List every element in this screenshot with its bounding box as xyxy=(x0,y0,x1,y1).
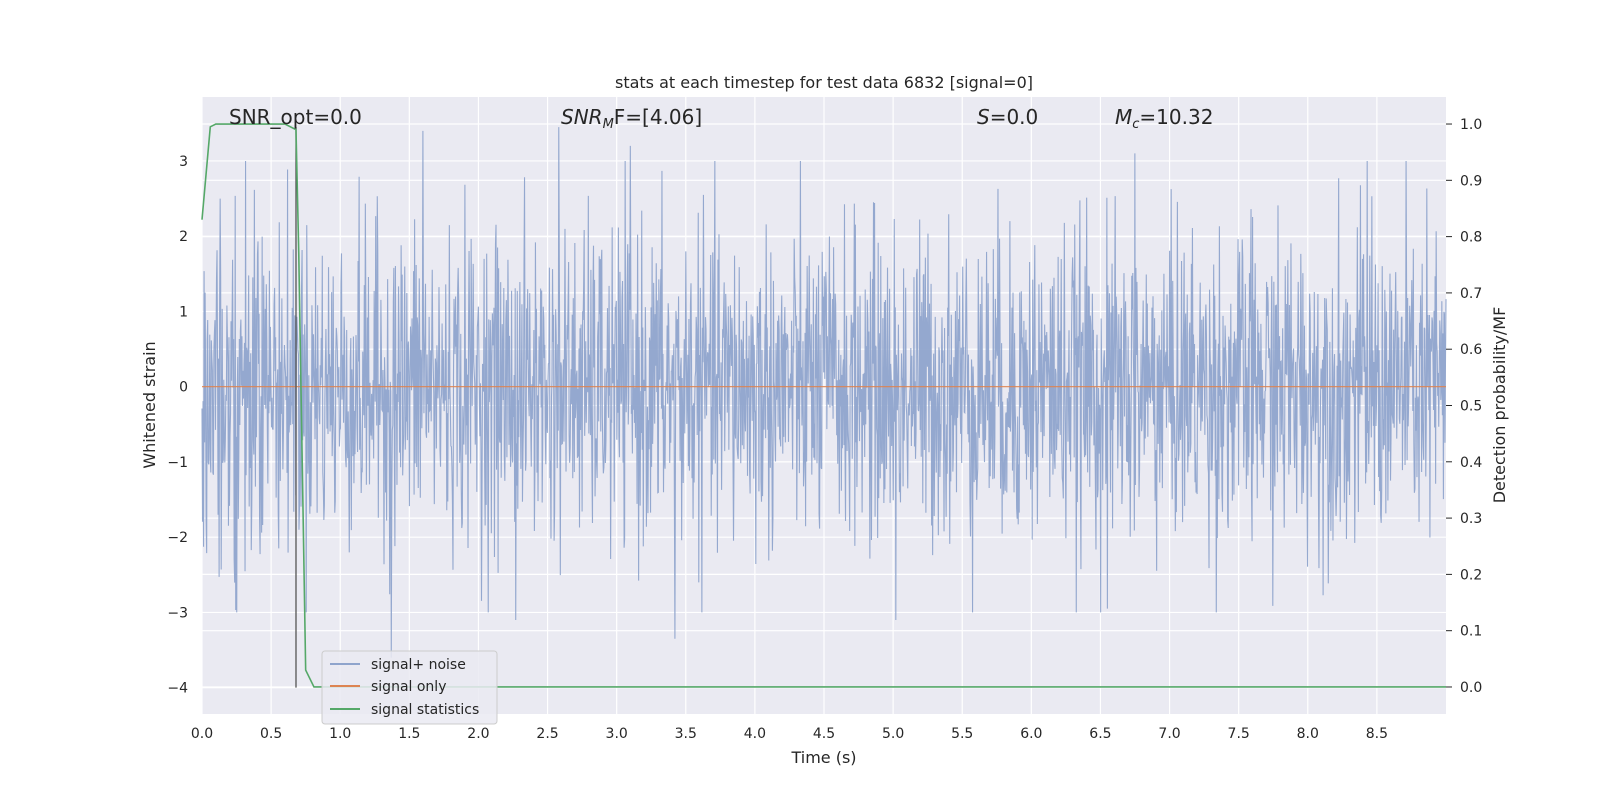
y2-tick-label-2: 0.8 xyxy=(1460,230,1482,246)
y2-tick-label-9: 0.1 xyxy=(1460,624,1482,640)
y2-tick-label-7: 0.3 xyxy=(1460,511,1482,527)
x-tick-label-3: 1.5 xyxy=(398,726,420,742)
legend-label-signal-noise: signal+ noise xyxy=(371,657,466,673)
y-tick-label-4: −1 xyxy=(167,455,188,471)
x-tick-label-15: 7.5 xyxy=(1228,726,1250,742)
y-tick-label-3: 0 xyxy=(179,380,188,396)
x-tick-label-7: 3.5 xyxy=(675,726,697,742)
x-axis-label: Time (s) xyxy=(790,748,856,767)
s-annotation: S=0.0 xyxy=(977,105,1038,129)
x-tick-label-1: 0.5 xyxy=(260,726,282,742)
chart-title: stats at each timestep for test data 683… xyxy=(615,73,1033,92)
x-tick-label-10: 5.0 xyxy=(882,726,904,742)
x-tick-label-14: 7.0 xyxy=(1158,726,1180,742)
y2-tick-label-4: 0.6 xyxy=(1460,342,1482,358)
y-tick-label-2: 1 xyxy=(179,304,188,320)
x-tick-label-0: 0.0 xyxy=(191,726,213,742)
x-tick-label-8: 4.0 xyxy=(744,726,766,742)
y2-axis-label: Detection probability/MF xyxy=(1490,307,1509,504)
legend: signal+ noise signal only signal statist… xyxy=(321,650,498,725)
legend-box xyxy=(321,650,498,725)
signal-statistics-line xyxy=(201,123,1446,688)
legend-label-signal-statistics: signal statistics xyxy=(371,702,479,718)
y-axis-ticks: 3 2 1 0 −1 −2 −3 −4 xyxy=(167,154,188,697)
y2-tick-label-1: 0.9 xyxy=(1460,173,1482,189)
y-tick-label-5: −2 xyxy=(167,530,188,546)
signal-noise-trace xyxy=(201,127,1447,658)
x-axis-ticks: 0.0 0.5 1.0 1.5 2.0 2.5 3.0 3.5 4.0 4.5 5.0 5.5 6.0 6… xyxy=(191,726,1388,742)
y2-tick-label-6: 0.4 xyxy=(1460,455,1482,471)
y2-tick-label-3: 0.7 xyxy=(1460,286,1482,302)
y-tick-label-6: −3 xyxy=(167,605,188,621)
x-tick-label-11: 5.5 xyxy=(951,726,973,742)
x-tick-label-13: 6.5 xyxy=(1089,726,1111,742)
x-tick-label-5: 2.5 xyxy=(536,726,558,742)
y-tick-label-1: 2 xyxy=(179,229,188,245)
x-tick-label-9: 4.5 xyxy=(813,726,835,742)
x-tick-label-12: 6.0 xyxy=(1020,726,1042,742)
x-tick-label-17: 8.5 xyxy=(1366,726,1388,742)
mc-annotation: Mc=10.32 xyxy=(1115,105,1213,132)
x-tick-label-6: 3.0 xyxy=(606,726,628,742)
y-tick-label-0: 3 xyxy=(179,154,188,170)
y2-axis-ticks: 1.0 0.9 0.8 0.7 0.6 0.5 0.4 0.3 0.2 0.1 0.0 xyxy=(1446,117,1482,696)
x-tick-label-16: 8.0 xyxy=(1297,726,1319,742)
y2-tick-label-8: 0.2 xyxy=(1460,567,1482,583)
y2-tick-label-0: 1.0 xyxy=(1460,117,1482,133)
y2-tick-label-5: 0.5 xyxy=(1460,399,1482,415)
x-tick-label-4: 2.0 xyxy=(467,726,489,742)
legend-label-signal-only: signal only xyxy=(371,679,446,695)
signal-noise-series xyxy=(201,127,1447,658)
y-axis-label: Whitened strain xyxy=(140,341,159,468)
x-tick-label-2: 1.0 xyxy=(329,726,351,742)
snr-opt-annotation: SNR_opt=0.0 xyxy=(229,105,362,129)
snr-mf-annotation: SNRMF=[4.06] xyxy=(561,105,702,132)
y-tick-label-7: −4 xyxy=(167,681,188,697)
y2-tick-label-10: 0.0 xyxy=(1460,680,1482,696)
